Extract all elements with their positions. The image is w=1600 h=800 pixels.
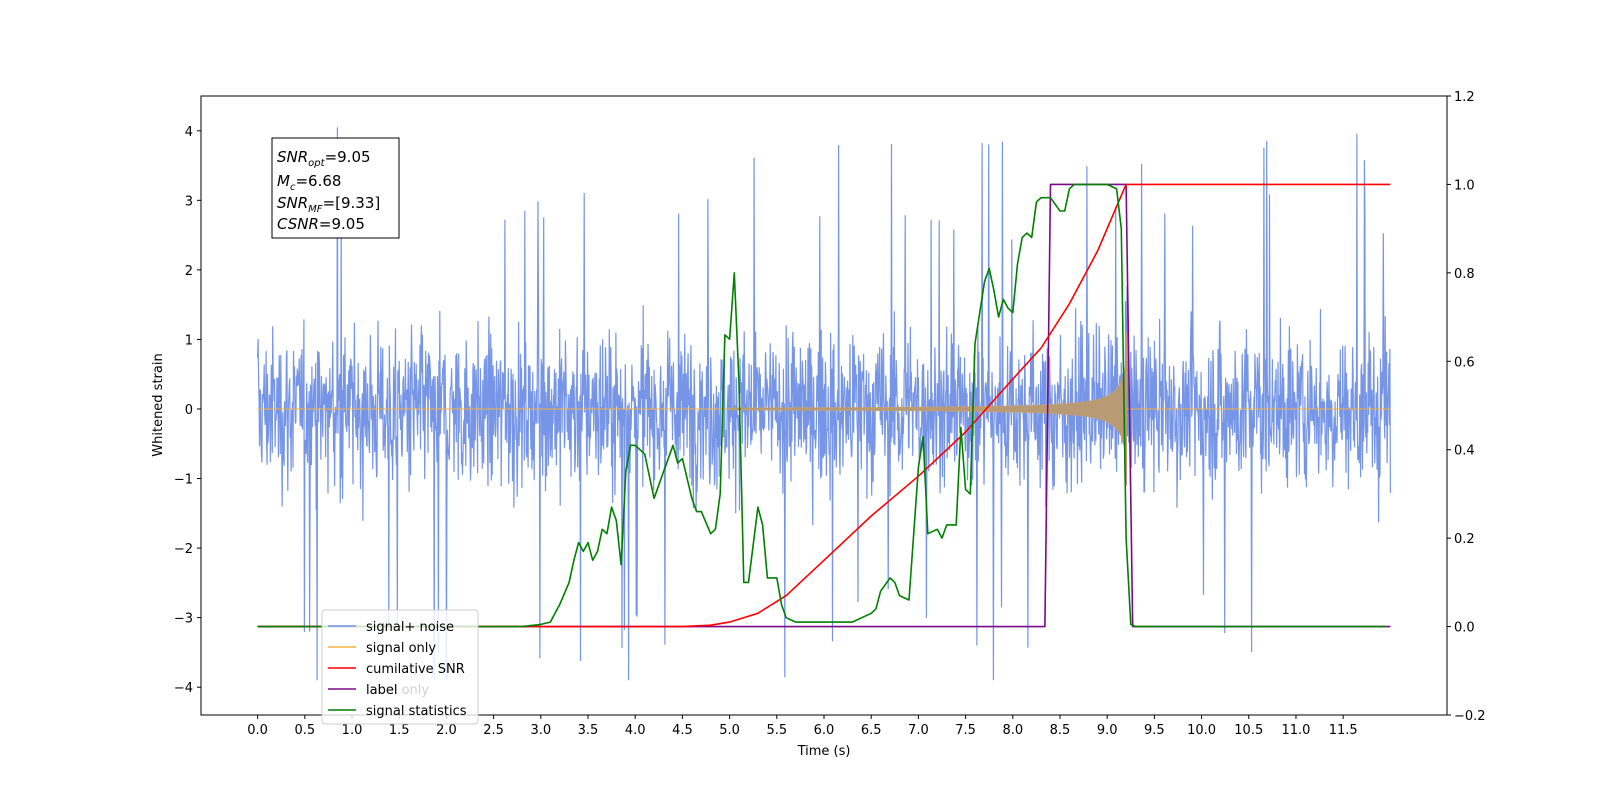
x-tick-label: 4.0: [625, 723, 646, 738]
y2-tick-label: 1.2: [1454, 90, 1475, 105]
annotation-snr-mf: SNRMF=[9.33]: [277, 194, 380, 215]
annotation-csnr: CSNR=9.05: [277, 215, 365, 233]
x-tick-label: 3.5: [578, 723, 599, 738]
x-tick-label: 7.5: [955, 723, 976, 738]
annotation-snr-opt: SNRopt=9.05: [277, 148, 371, 169]
x-tick-label: 10.0: [1187, 723, 1216, 738]
x-tick-label: 1.5: [389, 723, 410, 738]
y-tick-label: −1: [174, 473, 193, 488]
y2-tick-label: 0.4: [1454, 444, 1475, 459]
y-tick-label: −3: [174, 612, 193, 627]
x-tick-label: 0.0: [247, 723, 268, 738]
signal-plus-noise-line: [257, 127, 1392, 681]
y-tick-label: −4: [174, 681, 193, 696]
y-tick-label: 0: [185, 403, 193, 418]
legend-label: signal statistics: [366, 704, 467, 719]
y-axis-right: 1.2 1.0 0.8 0.6 0.4 0.2 0.0 −0.2: [1447, 90, 1486, 724]
y2-tick-label: 0.0: [1454, 621, 1475, 636]
y2-tick-label: 0.6: [1454, 355, 1475, 370]
y-axis-left: 4 3 2 1 0 −1 −2 −3 −4: [174, 125, 201, 696]
legend-item-signal-only: signal only: [328, 641, 436, 656]
legend-item-signal-statistics: signal statistics: [328, 704, 467, 719]
y2-tick-label: 1.0: [1454, 178, 1475, 193]
annotation-chirp-mass: Mc=6.68: [277, 172, 341, 193]
x-tick-label: 8.5: [1050, 723, 1071, 738]
y-tick-label: 4: [185, 125, 193, 140]
legend-item-label: label only label: [328, 683, 429, 698]
x-tick-label: 7.0: [908, 723, 929, 738]
signal-statistics-line: [257, 183, 1386, 628]
x-tick-label: 11.5: [1329, 723, 1358, 738]
x-tick-label: 2.5: [483, 723, 504, 738]
x-tick-label: 6.0: [814, 723, 835, 738]
y2-tick-label: 0.2: [1454, 532, 1475, 547]
legend: signal+ noise signal only cumilative SNR…: [321, 609, 479, 725]
x-tick-label: 9.0: [1097, 723, 1118, 738]
x-tick-label: 10.5: [1234, 723, 1263, 738]
legend-label: cumilative SNR: [366, 662, 465, 677]
x-tick-label: 5.0: [719, 723, 740, 738]
legend-item-signal-plus-noise: signal+ noise: [328, 620, 454, 635]
y-tick-label: 1: [185, 333, 193, 348]
x-tick-label: 8.0: [1002, 723, 1023, 738]
series-signal-plus-noise: [257, 127, 1392, 681]
y-tick-label: −2: [174, 542, 193, 557]
x-tick-label: 6.5: [861, 723, 882, 738]
annotation-box: SNRopt=9.05 Mc=6.68 SNRMF=[9.33] CSNR=9.…: [271, 137, 400, 239]
x-axis-label: Time (s): [797, 744, 851, 759]
x-tick-label: 1.0: [342, 723, 363, 738]
legend-label: signal+ noise: [366, 620, 454, 635]
series-lines: [257, 183, 1391, 628]
series-signal-only: [257, 332, 1391, 486]
legend-item-cumilative-snr: cumilative SNR: [328, 662, 465, 677]
legend-label: signal only: [366, 641, 436, 656]
x-tick-label: 4.5: [672, 723, 693, 738]
x-tick-label: 11.0: [1281, 723, 1310, 738]
x-tick-label: 3.0: [530, 723, 551, 738]
legend-label: label: [366, 683, 397, 698]
x-tick-label: 2.0: [436, 723, 457, 738]
x-axis: 0.0 0.5 1.0 1.5 2.0 2.5 3.0 3.5 4.0 4.5 5.0 5.5 6.0 6…: [247, 715, 1358, 738]
legend-label: label only: [366, 683, 429, 698]
y-tick-label: 2: [185, 264, 193, 279]
x-tick-label: 5.5: [766, 723, 787, 738]
y-tick-label: 3: [185, 194, 193, 209]
y-axis-label: Whitened strain: [151, 353, 166, 456]
x-tick-label: 0.5: [294, 723, 315, 738]
y2-tick-label: 0.8: [1454, 267, 1475, 282]
x-tick-label: 9.5: [1144, 723, 1165, 738]
y2-tick-label: −0.2: [1454, 709, 1486, 724]
